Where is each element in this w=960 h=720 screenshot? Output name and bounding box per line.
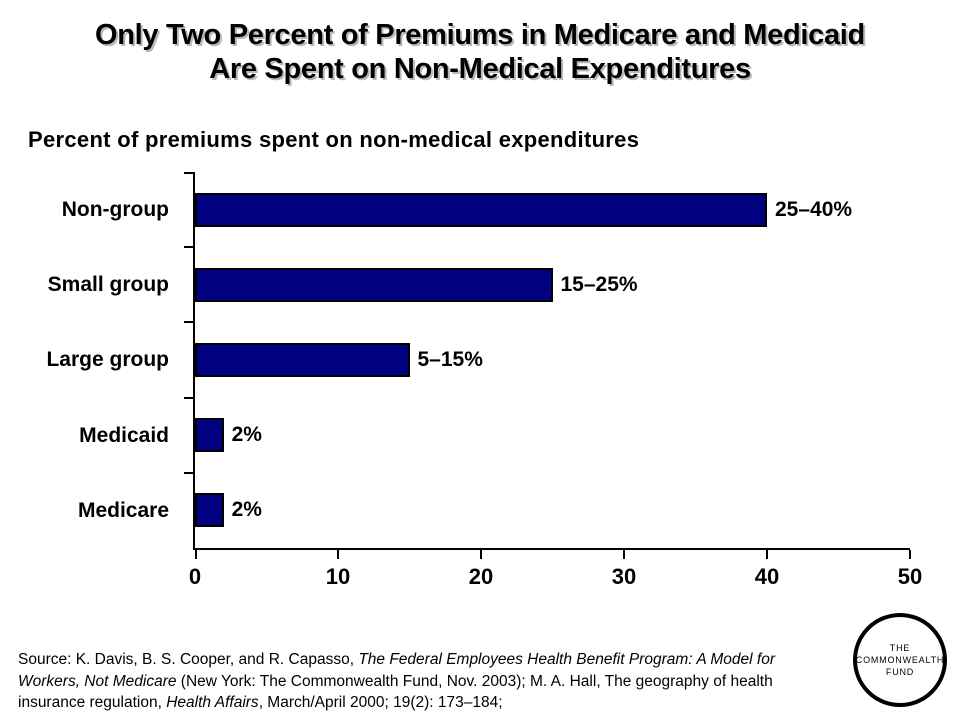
source-note-segment: , March/April 2000; 19(2): 173–184; — [258, 694, 503, 711]
x-axis-tick — [480, 550, 482, 559]
x-axis-tick — [337, 550, 339, 559]
y-axis-tick — [184, 321, 193, 324]
x-axis-tick — [195, 550, 197, 559]
source-note-italic-segment: The Federal Employees Health Benefit Pro… — [358, 651, 775, 668]
bar-non-group — [195, 192, 767, 227]
x-axis-tick-label: 10 — [325, 564, 351, 589]
value-label: 2% — [231, 423, 262, 447]
value-label: 5–15% — [417, 347, 483, 371]
x-axis-tick-label: 30 — [611, 564, 637, 589]
page-title-line2: Are Spent on Non-Medical Expenditures — [209, 53, 751, 85]
y-axis-tick — [184, 396, 193, 399]
x-axis-tick — [909, 550, 911, 559]
category-label-medicaid: Medicaid — [79, 423, 169, 447]
source-note-italic-segment: Workers, Not Medicare — [18, 672, 177, 690]
category-label-large-group: Large group — [46, 348, 169, 372]
source-note-line: insurance regulation, Health Affairs, Ma… — [18, 692, 818, 714]
page-title-line1: Only Two Percent of Premiums in Medicare… — [95, 19, 865, 51]
category-axis-labels: Non-group Small group Large group Medicaid M… — [0, 172, 181, 548]
source-note: Source: K. Davis, B. S. Cooper, and R. C… — [18, 649, 818, 714]
page-title: Only Two Percent of Premiums in Medicare… — [0, 18, 960, 86]
plot-area: 25–40% 15–25% 5–15% 2% 2% 0 10 20 30 40 50 — [184, 172, 922, 589]
bar-row: 2% — [195, 473, 910, 548]
x-axis-tick-label: 0 — [188, 564, 202, 589]
bar-row: 2% — [195, 398, 910, 473]
source-note-segment: insurance regulation, — [18, 694, 167, 711]
source-note-segment: Source: K. Davis, B. S. Cooper, and R. C… — [18, 651, 359, 668]
y-axis-tick — [184, 172, 193, 174]
source-note-italic-segment: Health Affairs — [166, 694, 259, 711]
x-axis-tick — [766, 550, 768, 559]
bar-row: 5–15% — [195, 322, 910, 397]
commonwealth-fund-logo: THE COMMONWEALTH FUND — [853, 613, 947, 707]
logo-text-line2: COMMONWEALTH — [855, 655, 945, 665]
category-label-medicare: Medicare — [77, 498, 169, 522]
bar-row: 25–40% — [195, 172, 910, 247]
bar-large-group — [195, 342, 410, 377]
x-axis-tick — [623, 550, 625, 559]
x-axis-tick-label: 40 — [754, 564, 780, 589]
logo-text-line3: FUND — [885, 667, 915, 677]
logo-text-line1: THE — [889, 643, 911, 653]
category-label-non-group: Non-group — [61, 198, 169, 221]
value-label: 25–40% — [775, 197, 853, 221]
source-note-segment: (New York: The Commonwealth Fund, Nov. 2… — [176, 672, 773, 690]
bar-row: 15–25% — [195, 247, 910, 322]
bar-small-group — [195, 267, 553, 302]
x-axis-tick-label: 20 — [468, 564, 494, 589]
source-note-line: Workers, Not Medicare (New York: The Com… — [18, 671, 818, 693]
chart-subtitle: Percent of premiums spent on non-medical… — [28, 127, 640, 152]
y-axis-tick — [184, 246, 193, 249]
y-axis-tick — [184, 471, 193, 474]
x-axis-tick-label: 50 — [897, 564, 923, 589]
source-note-line: Source: K. Davis, B. S. Cooper, and R. C… — [18, 649, 818, 671]
value-label: 2% — [231, 498, 262, 522]
bar-medicare — [195, 493, 224, 528]
bar-medicaid — [195, 418, 224, 453]
value-label: 15–25% — [560, 272, 638, 296]
category-label-small-group: Small group — [47, 273, 169, 297]
